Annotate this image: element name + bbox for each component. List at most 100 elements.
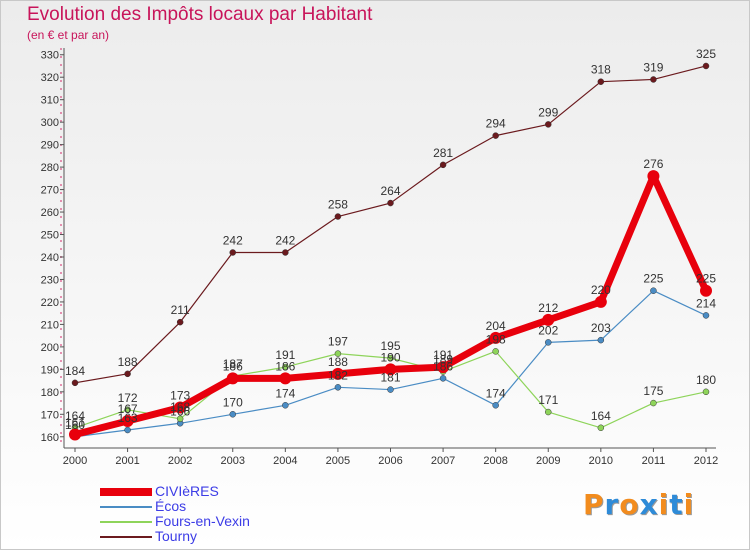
y-tick-label: 240	[41, 252, 59, 264]
data-label: 167	[118, 402, 138, 416]
data-point	[492, 348, 499, 355]
data-point	[700, 284, 712, 297]
data-label: 225	[643, 272, 663, 286]
y-tick-label: 280	[41, 162, 59, 174]
data-label: 204	[486, 319, 506, 333]
legend-label: Fours-en-Vexin	[155, 513, 250, 529]
data-point	[489, 331, 502, 344]
data-point	[647, 170, 660, 183]
data-point	[334, 350, 342, 357]
x-tick-label: 2011	[642, 455, 666, 467]
data-point	[594, 295, 607, 308]
data-point	[650, 399, 657, 407]
data-label: 242	[223, 233, 243, 247]
data-point	[597, 78, 605, 85]
data-label: 198	[486, 332, 506, 346]
y-tick-label: 170	[41, 409, 59, 421]
data-point	[492, 132, 499, 139]
data-point	[279, 372, 292, 385]
data-point	[387, 354, 394, 362]
x-tick-label: 2004	[273, 455, 297, 467]
data-label: 294	[486, 117, 506, 131]
x-tick-label: 2001	[115, 455, 139, 467]
data-label: 319	[643, 60, 663, 74]
data-label: 189	[433, 353, 453, 367]
data-point	[437, 361, 450, 374]
data-point	[542, 313, 555, 326]
legend-label: Tourny	[155, 528, 198, 544]
data-label: 191	[275, 348, 295, 362]
legend-label: CIVIèRES	[155, 483, 219, 499]
x-tick-label: 2005	[326, 455, 350, 467]
data-point	[334, 384, 342, 391]
data-label: 186	[275, 359, 295, 373]
data-label: 225	[696, 272, 716, 286]
y-tick-label: 330	[41, 50, 59, 62]
data-label: 160	[65, 418, 85, 432]
data-label: 172	[118, 391, 138, 405]
data-label: 184	[65, 364, 85, 378]
data-point	[545, 408, 552, 416]
data-label: 211	[171, 303, 190, 317]
data-label: 197	[328, 335, 348, 349]
data-point	[331, 367, 344, 380]
data-label: 166	[170, 404, 190, 418]
data-label: 186	[433, 359, 453, 373]
data-point	[650, 287, 657, 294]
data-point	[124, 406, 131, 414]
data-point	[229, 249, 236, 256]
legend-swatch	[100, 506, 152, 508]
y-tick-label: 210	[41, 319, 59, 331]
data-label: 174	[275, 386, 295, 400]
y-tick-label: 260	[41, 207, 59, 219]
data-label: 164	[65, 409, 85, 423]
y-tick-label: 270	[41, 185, 59, 197]
y-tick-label: 250	[41, 230, 59, 242]
data-point	[387, 199, 394, 207]
data-point	[597, 424, 605, 432]
data-label: 175	[643, 384, 663, 398]
data-point	[282, 249, 289, 256]
legend-label: Écos	[155, 498, 187, 514]
data-point	[121, 415, 134, 428]
data-point	[702, 62, 710, 70]
data-label: 264	[380, 184, 400, 198]
data-label: 164	[591, 409, 611, 423]
x-tick-label: 2010	[589, 455, 613, 467]
data-label: 203	[591, 321, 611, 335]
proxiti-logo: Proxiti	[583, 488, 695, 521]
x-tick-label: 2008	[483, 455, 507, 467]
x-tick-label: 2006	[378, 455, 402, 467]
data-point	[387, 386, 394, 393]
data-point	[176, 415, 184, 423]
data-point	[439, 375, 447, 382]
data-label: 186	[223, 359, 243, 373]
legend-swatch	[100, 521, 152, 523]
data-point	[702, 312, 710, 319]
data-label: 173	[170, 389, 190, 403]
y-tick-label: 160	[41, 432, 59, 444]
x-tick-label: 2002	[168, 455, 192, 467]
y-tick-label: 320	[41, 72, 59, 84]
data-label: 299	[538, 105, 558, 119]
data-point	[124, 426, 131, 434]
legend-swatch	[100, 488, 152, 496]
data-point	[282, 363, 289, 371]
series-line	[74, 65, 707, 384]
data-label: 188	[118, 355, 138, 369]
data-point	[226, 372, 239, 385]
data-point	[174, 401, 187, 414]
data-point	[176, 318, 184, 326]
data-label: 187	[223, 357, 243, 371]
data-label: 191	[433, 348, 453, 362]
data-label: 276	[643, 157, 663, 171]
data-point	[71, 379, 79, 387]
data-point	[439, 161, 447, 169]
y-tick-label: 220	[41, 297, 59, 309]
chart-subtitle: (en € et par an)	[27, 28, 110, 42]
x-tick-label: 2009	[536, 455, 560, 467]
data-point	[124, 370, 131, 378]
data-label: 258	[328, 198, 348, 212]
